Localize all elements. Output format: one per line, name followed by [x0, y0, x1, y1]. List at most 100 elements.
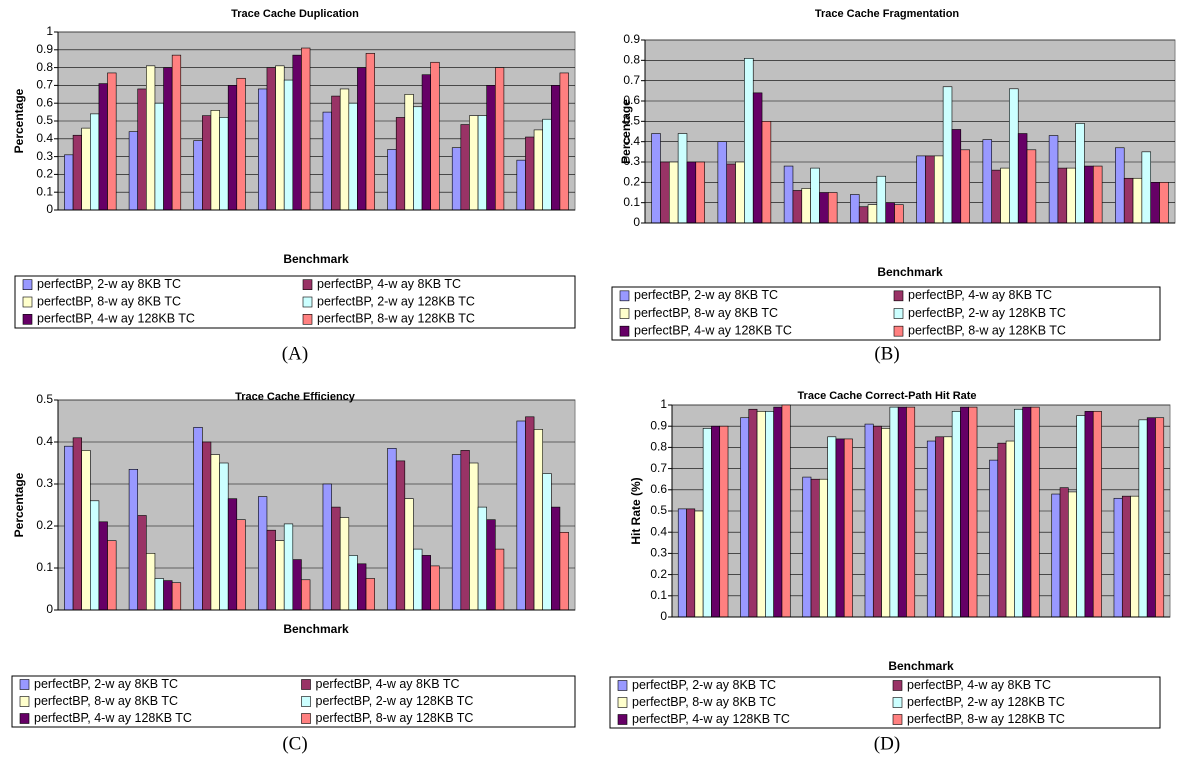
legend-label: perfectBP, 4-w ay 128KB TC [37, 312, 195, 326]
bar [477, 115, 487, 211]
legend-label: perfectBP, 2-w ay 8KB TC [632, 678, 776, 692]
bar [387, 149, 397, 211]
legend-box [14, 275, 576, 329]
legend-swatch [22, 279, 33, 290]
legend-label: perfectBP, 4-w ay 8KB TC [907, 678, 1051, 692]
bar [227, 498, 238, 611]
y-tick-label: 0.3 [36, 149, 53, 163]
legend-swatch [617, 680, 628, 691]
y-tick-label: 0.5 [36, 113, 53, 127]
y-tick-label: 0.4 [623, 134, 640, 148]
bar [404, 94, 414, 211]
bar [660, 161, 670, 224]
legend-box [609, 676, 1161, 729]
bar [202, 441, 212, 611]
bar [331, 95, 341, 211]
y-axis-title: Percentage [619, 99, 633, 164]
bar [864, 423, 874, 618]
y-tick-label: 0.6 [36, 95, 53, 109]
y-tick-label: 0.6 [650, 482, 667, 496]
bar [163, 67, 173, 211]
bar [819, 478, 828, 618]
bar [292, 559, 302, 611]
bar [348, 102, 358, 211]
y-tick-label: 0 [660, 609, 667, 623]
x-axis-title: Benchmark [888, 659, 954, 673]
legend-swatch [617, 714, 628, 725]
bar [421, 74, 431, 211]
bar [128, 131, 139, 211]
bar [387, 447, 397, 611]
y-tick-label: 0.3 [650, 546, 667, 560]
bar [322, 111, 332, 211]
bar [702, 428, 712, 618]
bar [430, 61, 440, 211]
bar [756, 411, 766, 618]
bar [827, 436, 837, 618]
bar [275, 540, 285, 611]
bar [357, 67, 367, 211]
bar [128, 468, 139, 611]
legend-swatch [302, 314, 313, 325]
bar [1076, 415, 1086, 618]
bar [801, 188, 811, 224]
legend-label: perfectBP, 8-w ay 8KB TC [37, 294, 181, 308]
y-tick-label: 0.4 [36, 131, 53, 145]
chart-title: Trace Cache Correct-Path Hit Rate [797, 390, 976, 402]
chart-title: Trace Cache Fragmentation [815, 8, 960, 20]
bar [668, 161, 679, 224]
y-tick-label: 0.8 [650, 440, 667, 454]
legend-swatch [22, 314, 33, 325]
bar [726, 163, 736, 224]
bar [1009, 88, 1019, 224]
bar [1115, 147, 1125, 224]
legend-swatch [301, 679, 311, 690]
bar [292, 54, 302, 211]
bar [677, 133, 688, 224]
bar [1141, 151, 1152, 224]
bar [486, 85, 496, 211]
legend-box [11, 675, 576, 728]
bar [1057, 167, 1068, 224]
bar [542, 118, 552, 211]
chart-title: Trace Cache Duplication [231, 8, 359, 20]
bar [525, 136, 535, 211]
bar [477, 506, 487, 611]
bar [171, 54, 182, 211]
bar [1113, 497, 1123, 618]
bar [1075, 123, 1085, 224]
bar [258, 88, 268, 211]
panel-label: (B) [874, 343, 899, 364]
bar [686, 508, 696, 618]
y-tick-label: 0.5 [623, 114, 640, 128]
bar [64, 154, 74, 211]
bar [137, 88, 147, 211]
bar [516, 420, 526, 611]
bar [1000, 167, 1010, 224]
bar [943, 436, 953, 618]
bar [1159, 182, 1169, 224]
legend-label: perfectBP, 8-w ay 8KB TC [632, 695, 776, 709]
y-tick-label: 0 [633, 215, 640, 229]
bar [872, 425, 882, 618]
bar [982, 139, 993, 224]
bar [421, 555, 431, 611]
bar [694, 510, 704, 618]
bar [107, 540, 117, 611]
bar [997, 442, 1007, 618]
bar [395, 117, 406, 211]
bar [301, 47, 311, 211]
bar [717, 141, 728, 224]
bar [365, 578, 375, 611]
bar [933, 155, 944, 224]
bar [163, 580, 173, 611]
bar [989, 459, 999, 618]
bar [469, 115, 479, 211]
bar [339, 517, 350, 611]
y-tick-label: 0.9 [623, 32, 640, 46]
bar [451, 454, 462, 611]
bar [81, 450, 91, 611]
bar [1132, 177, 1143, 224]
y-axis-title: Hit Rate (%) [629, 477, 643, 544]
bar [266, 67, 276, 211]
